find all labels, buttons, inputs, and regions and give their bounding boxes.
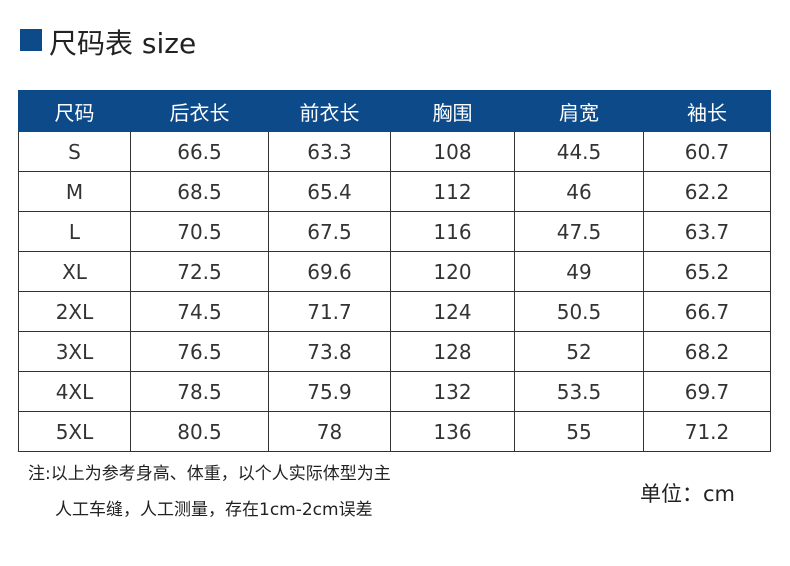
table-cell: 120	[390, 251, 515, 292]
note-line: 注:以上为参考身高、体重，以个人实际体型为主	[28, 464, 391, 484]
table-cell: 128	[390, 331, 515, 372]
column-header: 肩宽	[514, 90, 644, 132]
table-cell: 74.5	[130, 291, 269, 332]
table-cell: S	[18, 131, 131, 172]
column-header: 胸围	[390, 90, 515, 132]
table-cell: 65.4	[268, 171, 391, 212]
title: 尺码表 size	[49, 27, 197, 60]
column-header: 后衣长	[130, 90, 269, 132]
table-cell: 73.8	[268, 331, 391, 372]
table-cell: 55	[514, 411, 644, 452]
table-cell: 124	[390, 291, 515, 332]
column-header: 尺码	[18, 90, 131, 132]
table-cell: 66.7	[643, 291, 771, 332]
column-header: 前衣长	[268, 90, 391, 132]
unit: 单位：cm	[640, 482, 736, 506]
table-cell: 49	[514, 251, 644, 292]
table-cell: 5XL	[18, 411, 131, 452]
table-cell: 108	[390, 131, 515, 172]
table-cell: 70.5	[130, 211, 269, 252]
table-row: 4XL 78.5 75.9 132 53.5 69.7	[18, 371, 771, 412]
table-cell: M	[18, 171, 131, 212]
table-cell: 47.5	[514, 211, 644, 252]
table-cell: 75.9	[268, 371, 391, 412]
table-cell: 66.5	[130, 131, 269, 172]
table-cell: 44.5	[514, 131, 644, 172]
table-cell: 60.7	[643, 131, 771, 172]
table-cell: 67.5	[268, 211, 391, 252]
note-line: 人工车缝，人工测量，存在1cm-2cm误差	[55, 500, 373, 520]
table-row: XL 72.5 69.6 120 49 65.2	[18, 251, 771, 292]
table-cell: 62.2	[643, 171, 771, 212]
header-row: 尺码 后衣长 前衣长 胸围 肩宽 袖长	[18, 90, 771, 132]
table-cell: 68.2	[643, 331, 771, 372]
table-cell: 71.7	[268, 291, 391, 332]
table-cell: 3XL	[18, 331, 131, 372]
table-cell: 76.5	[130, 331, 269, 372]
table-cell: 63.3	[268, 131, 391, 172]
table-cell: XL	[18, 251, 131, 292]
table-row: L 70.5 67.5 116 47.5 63.7	[18, 211, 771, 252]
table-cell: 112	[390, 171, 515, 212]
table-body: S 66.5 63.3 108 44.5 60.7 M 68.5 65.4 112 46 62.2 L 7…	[18, 131, 771, 452]
table-row: 3XL 76.5 73.8 128 52 68.2	[18, 331, 771, 372]
size-table: 尺码 后衣长 前衣长 胸围 肩宽 袖长 S 66.5 63.3 108 44.5 60.7 M 68.5…	[18, 90, 771, 452]
table-cell: 71.2	[643, 411, 771, 452]
table-cell: 53.5	[514, 371, 644, 412]
table-cell: 63.7	[643, 211, 771, 252]
table-cell: 52	[514, 331, 644, 372]
table-cell: 69.6	[268, 251, 391, 292]
title-marker	[20, 29, 42, 51]
table-cell: L	[18, 211, 131, 252]
table-cell: 80.5	[130, 411, 269, 452]
table-cell: 4XL	[18, 371, 131, 412]
table-cell: 2XL	[18, 291, 131, 332]
table-cell: 132	[390, 371, 515, 412]
table-row: S 66.5 63.3 108 44.5 60.7	[18, 131, 771, 172]
table-cell: 78.5	[130, 371, 269, 412]
table-row: M 68.5 65.4 112 46 62.2	[18, 171, 771, 212]
table-cell: 116	[390, 211, 515, 252]
table-cell: 68.5	[130, 171, 269, 212]
table-row: 5XL 80.5 78 136 55 71.2	[18, 411, 771, 452]
table-cell: 136	[390, 411, 515, 452]
table-row: 2XL 74.5 71.7 124 50.5 66.7	[18, 291, 771, 332]
table-cell: 78	[268, 411, 391, 452]
table-cell: 50.5	[514, 291, 644, 332]
table-cell: 65.2	[643, 251, 771, 292]
column-header: 袖长	[643, 90, 771, 132]
table-cell: 72.5	[130, 251, 269, 292]
table-cell: 46	[514, 171, 644, 212]
table-cell: 69.7	[643, 371, 771, 412]
